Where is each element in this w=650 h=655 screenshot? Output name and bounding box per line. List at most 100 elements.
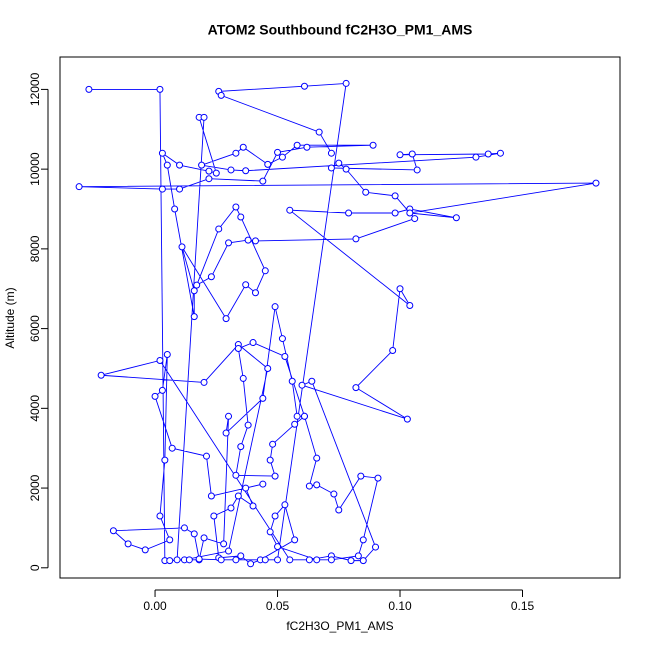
data-point — [313, 454, 321, 462]
data-point — [406, 209, 414, 217]
data-point — [239, 143, 247, 151]
data-point — [217, 91, 225, 99]
data-point — [232, 149, 240, 157]
data-point — [484, 150, 492, 158]
data-point — [281, 501, 289, 509]
data-point — [291, 536, 299, 544]
data-point — [327, 556, 335, 564]
data-point — [347, 557, 355, 565]
data-point — [227, 166, 235, 174]
data-point — [176, 161, 184, 169]
data-point — [300, 412, 308, 420]
data-point — [293, 141, 301, 149]
data-point — [242, 484, 250, 492]
data-point — [411, 215, 419, 223]
data-point — [97, 371, 105, 379]
y-tick-label: 8000 — [28, 235, 42, 262]
data-point — [259, 480, 267, 488]
data-point — [225, 412, 233, 420]
data-point — [264, 160, 272, 168]
data-point — [205, 167, 213, 175]
data-point — [288, 377, 296, 385]
data-point — [261, 267, 269, 275]
data-point — [264, 364, 272, 372]
x-tick-label: 0.05 — [266, 599, 290, 613]
data-point — [178, 243, 186, 251]
data-point — [259, 177, 267, 185]
data-point — [232, 556, 240, 564]
data-point — [315, 128, 323, 136]
data-point — [391, 192, 399, 200]
data-point — [200, 378, 208, 386]
data-point — [266, 456, 274, 464]
y-tick-label: 4000 — [28, 395, 42, 422]
data-point — [408, 150, 416, 158]
data-point — [156, 85, 164, 93]
y-tick-label: 12000 — [28, 72, 42, 106]
data-point — [239, 374, 247, 382]
data-point — [161, 456, 169, 464]
data-point — [251, 289, 259, 297]
data-point — [141, 546, 149, 554]
data-point — [247, 560, 255, 568]
data-point — [293, 412, 301, 420]
data-point — [403, 415, 411, 423]
data-point — [396, 285, 404, 293]
data-point — [166, 557, 174, 565]
data-point — [171, 205, 179, 213]
data-point — [271, 512, 279, 520]
data-point — [195, 555, 203, 563]
data-point — [244, 236, 252, 244]
data-point — [286, 206, 294, 214]
data-point — [342, 79, 350, 87]
data-point — [300, 82, 308, 90]
data-point — [200, 534, 208, 542]
data-point — [362, 188, 370, 196]
data-point — [163, 161, 171, 169]
x-tick-label: 0.15 — [511, 599, 535, 613]
data-point — [156, 356, 164, 364]
data-point — [215, 225, 223, 233]
data-point — [345, 209, 353, 217]
data-point — [156, 512, 164, 520]
data-point — [278, 335, 286, 343]
data-point — [190, 287, 198, 295]
data-point — [168, 444, 176, 452]
x-tick-label: 0.00 — [143, 599, 167, 613]
data-point — [244, 421, 252, 429]
data-point — [592, 179, 600, 187]
y-axis-label: Altitude (m) — [3, 287, 17, 348]
data-point — [232, 471, 240, 479]
data-point — [225, 547, 233, 555]
data-point — [391, 209, 399, 217]
data-point — [396, 151, 404, 159]
data-point — [352, 384, 360, 392]
data-point — [242, 167, 250, 175]
data-point — [327, 149, 335, 157]
data-point — [357, 472, 365, 480]
x-tick-label: 0.10 — [388, 599, 412, 613]
data-point — [406, 301, 414, 309]
data-point — [305, 482, 313, 490]
y-tick-label: 10000 — [28, 152, 42, 186]
data-point — [298, 381, 306, 389]
chart-title: ATOM2 Southbound fC2H3O_PM1_AMS — [208, 22, 473, 38]
data-point — [286, 556, 294, 564]
data-point — [234, 345, 242, 353]
data-point — [374, 474, 382, 482]
data-point — [222, 429, 230, 437]
data-point — [472, 153, 480, 161]
data-point — [496, 149, 504, 157]
data-point — [237, 443, 245, 451]
data-point — [372, 543, 380, 551]
data-point — [242, 281, 250, 289]
data-point — [249, 339, 257, 347]
data-point — [342, 165, 350, 173]
data-point — [163, 351, 171, 359]
data-point — [335, 159, 343, 167]
y-tick-label: 2000 — [28, 474, 42, 501]
data-point — [232, 203, 240, 211]
data-point — [225, 239, 233, 247]
data-point — [217, 556, 225, 564]
